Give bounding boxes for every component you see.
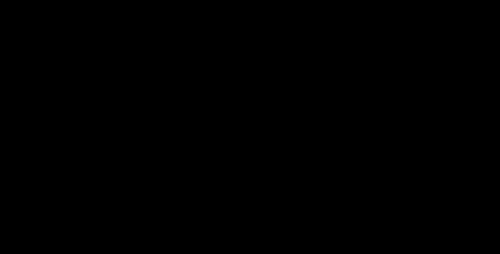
- Text: World Map - Malaysian Passport Visa Requirements
(geopandas required for full re: World Map - Malaysian Passport Visa Requ…: [79, 113, 434, 143]
